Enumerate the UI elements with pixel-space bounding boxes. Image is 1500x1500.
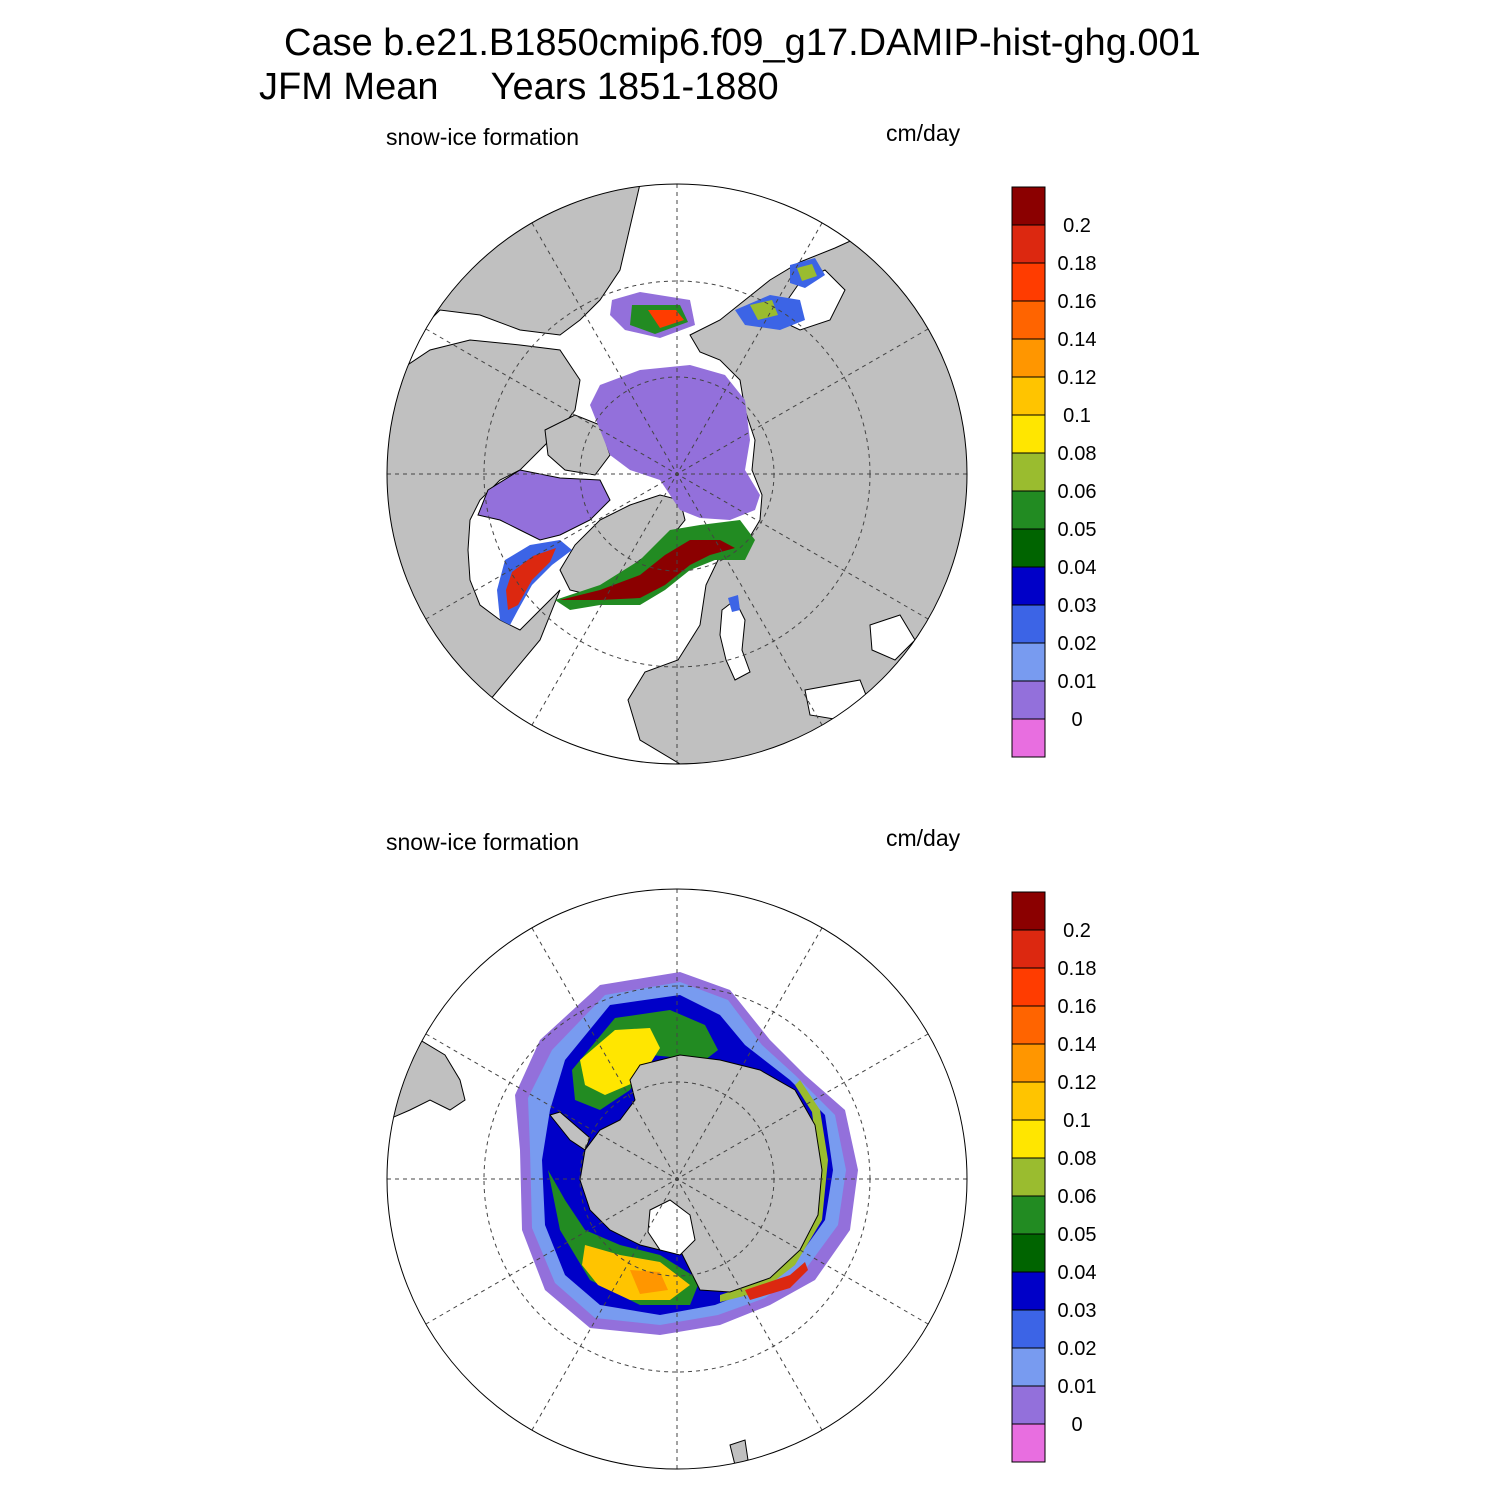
north-colorbar-label: 0.18 — [1058, 253, 1097, 275]
north-colorbar-label: 0.1 — [1063, 405, 1091, 427]
south-map-border — [386, 888, 968, 1470]
south-colorbar-box-14 — [1011, 1423, 1046, 1463]
north-colorbar-box-12 — [1011, 642, 1046, 682]
bering-high — [648, 310, 684, 328]
barents-core — [560, 540, 735, 600]
north-colorbar: 0.2 0.18 0.16 0.14 0.12 0.1 0.08 0.06 0.05 0.04 0.… — [1011, 186, 1097, 758]
north-map-border — [386, 183, 968, 765]
north-colorbar-label: 0.2 — [1063, 215, 1091, 237]
north-colorbar-label: 0.02 — [1058, 633, 1097, 655]
south-colorbar-box-6 — [1011, 1119, 1046, 1159]
south-colorbar-box-0 — [1011, 891, 1046, 931]
hudson-bay — [477, 469, 611, 541]
north-colorbar-box-2 — [1011, 262, 1046, 302]
north-colorbar-label: 0.08 — [1058, 443, 1097, 465]
north-colorbar-label: 0.14 — [1058, 329, 1097, 351]
south-colorbar-label: 0.03 — [1058, 1300, 1097, 1322]
south-colorbar-box-12 — [1011, 1347, 1046, 1387]
south-panel-left-label: snow-ice formation — [386, 829, 580, 855]
south-colorbar-label: 0.12 — [1058, 1072, 1097, 1094]
south-colorbar-label: 0.01 — [1058, 1376, 1097, 1398]
north-graticule — [387, 184, 967, 764]
south-panel-units-label: cm/day — [886, 825, 961, 851]
north-colorbar-box-10 — [1011, 566, 1046, 606]
north-colorbar-box-4 — [1011, 338, 1046, 378]
ross-ice-shelf — [647, 1199, 696, 1256]
north-colorbar-box-5 — [1011, 376, 1046, 416]
north-panel-left-label: snow-ice formation — [386, 124, 580, 150]
north-colorbar-box-6 — [1011, 414, 1046, 454]
north-colorbar-label: 0.05 — [1058, 519, 1097, 541]
north-colorbar-box-8 — [1011, 490, 1046, 530]
north-polar-map — [386, 183, 968, 765]
south-colorbar-label: 0.06 — [1058, 1186, 1097, 1208]
south-colorbar-box-2 — [1011, 967, 1046, 1007]
south-colorbar-label: 0 — [1071, 1414, 1082, 1436]
canadian-archipelago — [544, 414, 611, 476]
north-colorbar-box-0 — [1011, 186, 1046, 226]
north-colorbar-box-14 — [1011, 718, 1046, 758]
south-polar-map — [386, 888, 968, 1470]
south-colorbar-box-13 — [1011, 1385, 1046, 1425]
south-colorbar-label: 0.04 — [1058, 1262, 1097, 1284]
north-colorbar-label: 0.04 — [1058, 557, 1097, 579]
north-panel-units-label: cm/day — [886, 120, 961, 146]
east-coast-red — [745, 1262, 808, 1300]
south-colorbar-box-10 — [1011, 1271, 1046, 1311]
okhotsk-mid — [750, 300, 778, 320]
south-colorbar-box-9 — [1011, 1233, 1046, 1273]
south-colorbar-label: 0.1 — [1063, 1110, 1091, 1132]
south-colorbar-box-8 — [1011, 1195, 1046, 1235]
baltic-patch — [728, 595, 740, 612]
south-colorbar-box-3 — [1011, 1005, 1046, 1045]
south-colorbar-box-4 — [1011, 1043, 1046, 1083]
caspian-region — [869, 614, 916, 661]
south-colorbar-box-7 — [1011, 1157, 1046, 1197]
north-colorbar-label: 0.12 — [1058, 367, 1097, 389]
labrador-core — [506, 548, 556, 610]
south-graticule — [387, 889, 967, 1469]
case-title: Case b.e21.B1850cmip6.f09_g17.DAMIP-hist… — [284, 22, 1201, 64]
south-colorbar-label: 0.02 — [1058, 1338, 1097, 1360]
south-colorbar: 0.2 0.18 0.16 0.14 0.12 0.1 0.08 0.06 0.05 0.04 0.… — [1011, 891, 1097, 1463]
south-colorbar-label: 0.08 — [1058, 1148, 1097, 1170]
north-colorbar-box-9 — [1011, 528, 1046, 568]
north-colorbar-box-11 — [1011, 604, 1046, 644]
north-colorbar-box-3 — [1011, 300, 1046, 340]
north-colorbar-label: 0.01 — [1058, 671, 1097, 693]
south-colorbar-label: 0.2 — [1063, 920, 1091, 942]
south-colorbar-label: 0.18 — [1058, 958, 1097, 980]
north-colorbar-box-1 — [1011, 224, 1046, 264]
okhotsk-north-core — [797, 264, 817, 281]
ross-orange — [630, 1270, 668, 1294]
antarctic-peninsula — [549, 1111, 591, 1151]
north-colorbar-label: 0.06 — [1058, 481, 1097, 503]
south-colorbar-label: 0.05 — [1058, 1224, 1097, 1246]
south-colorbar-label: 0.16 — [1058, 996, 1097, 1018]
north-colorbar-label: 0.03 — [1058, 595, 1097, 617]
antarctica-land — [579, 1054, 823, 1293]
north-colorbar-label: 0.16 — [1058, 291, 1097, 313]
south-colorbar-box-11 — [1011, 1309, 1046, 1349]
period-title: JFM Mean Years 1851-1880 — [259, 66, 779, 108]
north-colorbar-box-7 — [1011, 452, 1046, 492]
north-colorbar-label: 0 — [1071, 709, 1082, 731]
south-colorbar-box-1 — [1011, 929, 1046, 969]
south-colorbar-label: 0.14 — [1058, 1034, 1097, 1056]
south-colorbar-box-5 — [1011, 1081, 1046, 1121]
north-colorbar-box-13 — [1011, 680, 1046, 720]
